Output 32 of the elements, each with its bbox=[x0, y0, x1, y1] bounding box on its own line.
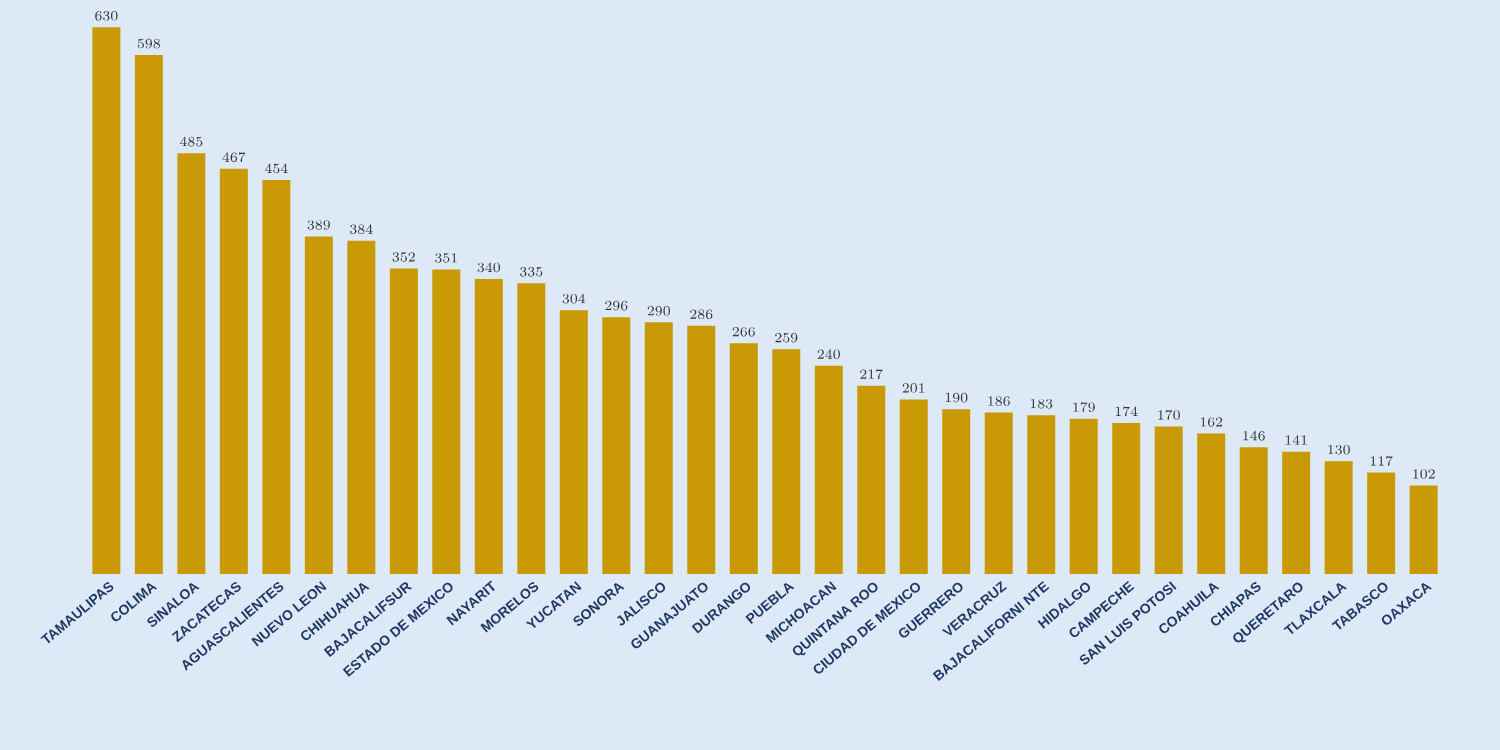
bar bbox=[814, 365, 843, 574]
bar bbox=[1239, 447, 1268, 574]
bar bbox=[729, 343, 758, 574]
bar bbox=[857, 385, 886, 574]
bar bbox=[1069, 418, 1098, 574]
bar bbox=[1027, 415, 1056, 574]
bar bbox=[984, 412, 1013, 574]
bar bbox=[644, 322, 673, 574]
bar bbox=[134, 55, 163, 574]
bar bbox=[899, 399, 928, 574]
bar bbox=[219, 168, 248, 574]
bar bbox=[474, 278, 503, 574]
bar bbox=[1409, 485, 1438, 574]
bar bbox=[602, 317, 631, 574]
bar bbox=[1282, 451, 1311, 574]
bar bbox=[772, 349, 801, 574]
bar bbox=[262, 180, 291, 574]
bar bbox=[347, 240, 376, 574]
bar bbox=[1197, 433, 1226, 574]
bar bbox=[942, 409, 971, 574]
bar bbox=[432, 269, 461, 574]
bar bbox=[304, 236, 333, 574]
bar bbox=[177, 153, 206, 574]
bar bbox=[1112, 423, 1141, 574]
bar bbox=[687, 325, 716, 574]
bar bbox=[1367, 472, 1396, 574]
bar bbox=[1324, 461, 1353, 574]
bar bbox=[559, 310, 588, 574]
bar bbox=[92, 27, 121, 574]
bar bbox=[389, 268, 418, 574]
bar bbox=[1154, 426, 1183, 574]
bar bbox=[517, 283, 546, 574]
